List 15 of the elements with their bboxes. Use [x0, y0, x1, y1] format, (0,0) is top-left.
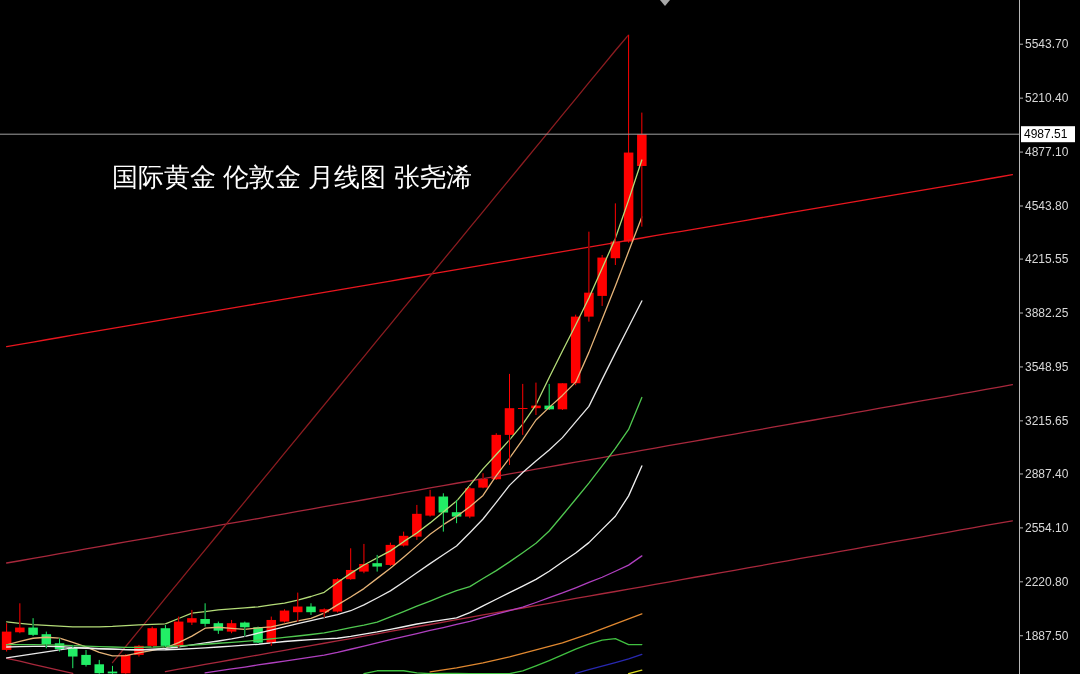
text: 国际黄金 伦敦金 月线图 张尧浠	[112, 162, 472, 192]
y-tick-label: 5543.70	[1025, 37, 1069, 52]
y-tick-label: 4877.10	[1025, 145, 1069, 160]
ref-label: 4987.51	[1021, 126, 1075, 143]
y-tick-label: 2220.80	[1025, 574, 1069, 589]
y-tick-label: 4543.80	[1025, 198, 1069, 213]
y-tick-label: 5210.40	[1025, 91, 1069, 106]
y-tick-label: 1887.50	[1025, 628, 1069, 643]
y-tick-label: 3215.65	[1025, 413, 1069, 428]
y-tick-label: 2554.10	[1025, 520, 1069, 535]
y-tick-label: 3548.95	[1025, 359, 1069, 374]
ref-line-label: 4987.51	[1024, 127, 1068, 142]
y-tick-label: 2887.40	[1025, 466, 1069, 481]
y-tick-label: 3882.25	[1025, 306, 1069, 321]
y-tick-label: 4215.55	[1025, 252, 1069, 267]
